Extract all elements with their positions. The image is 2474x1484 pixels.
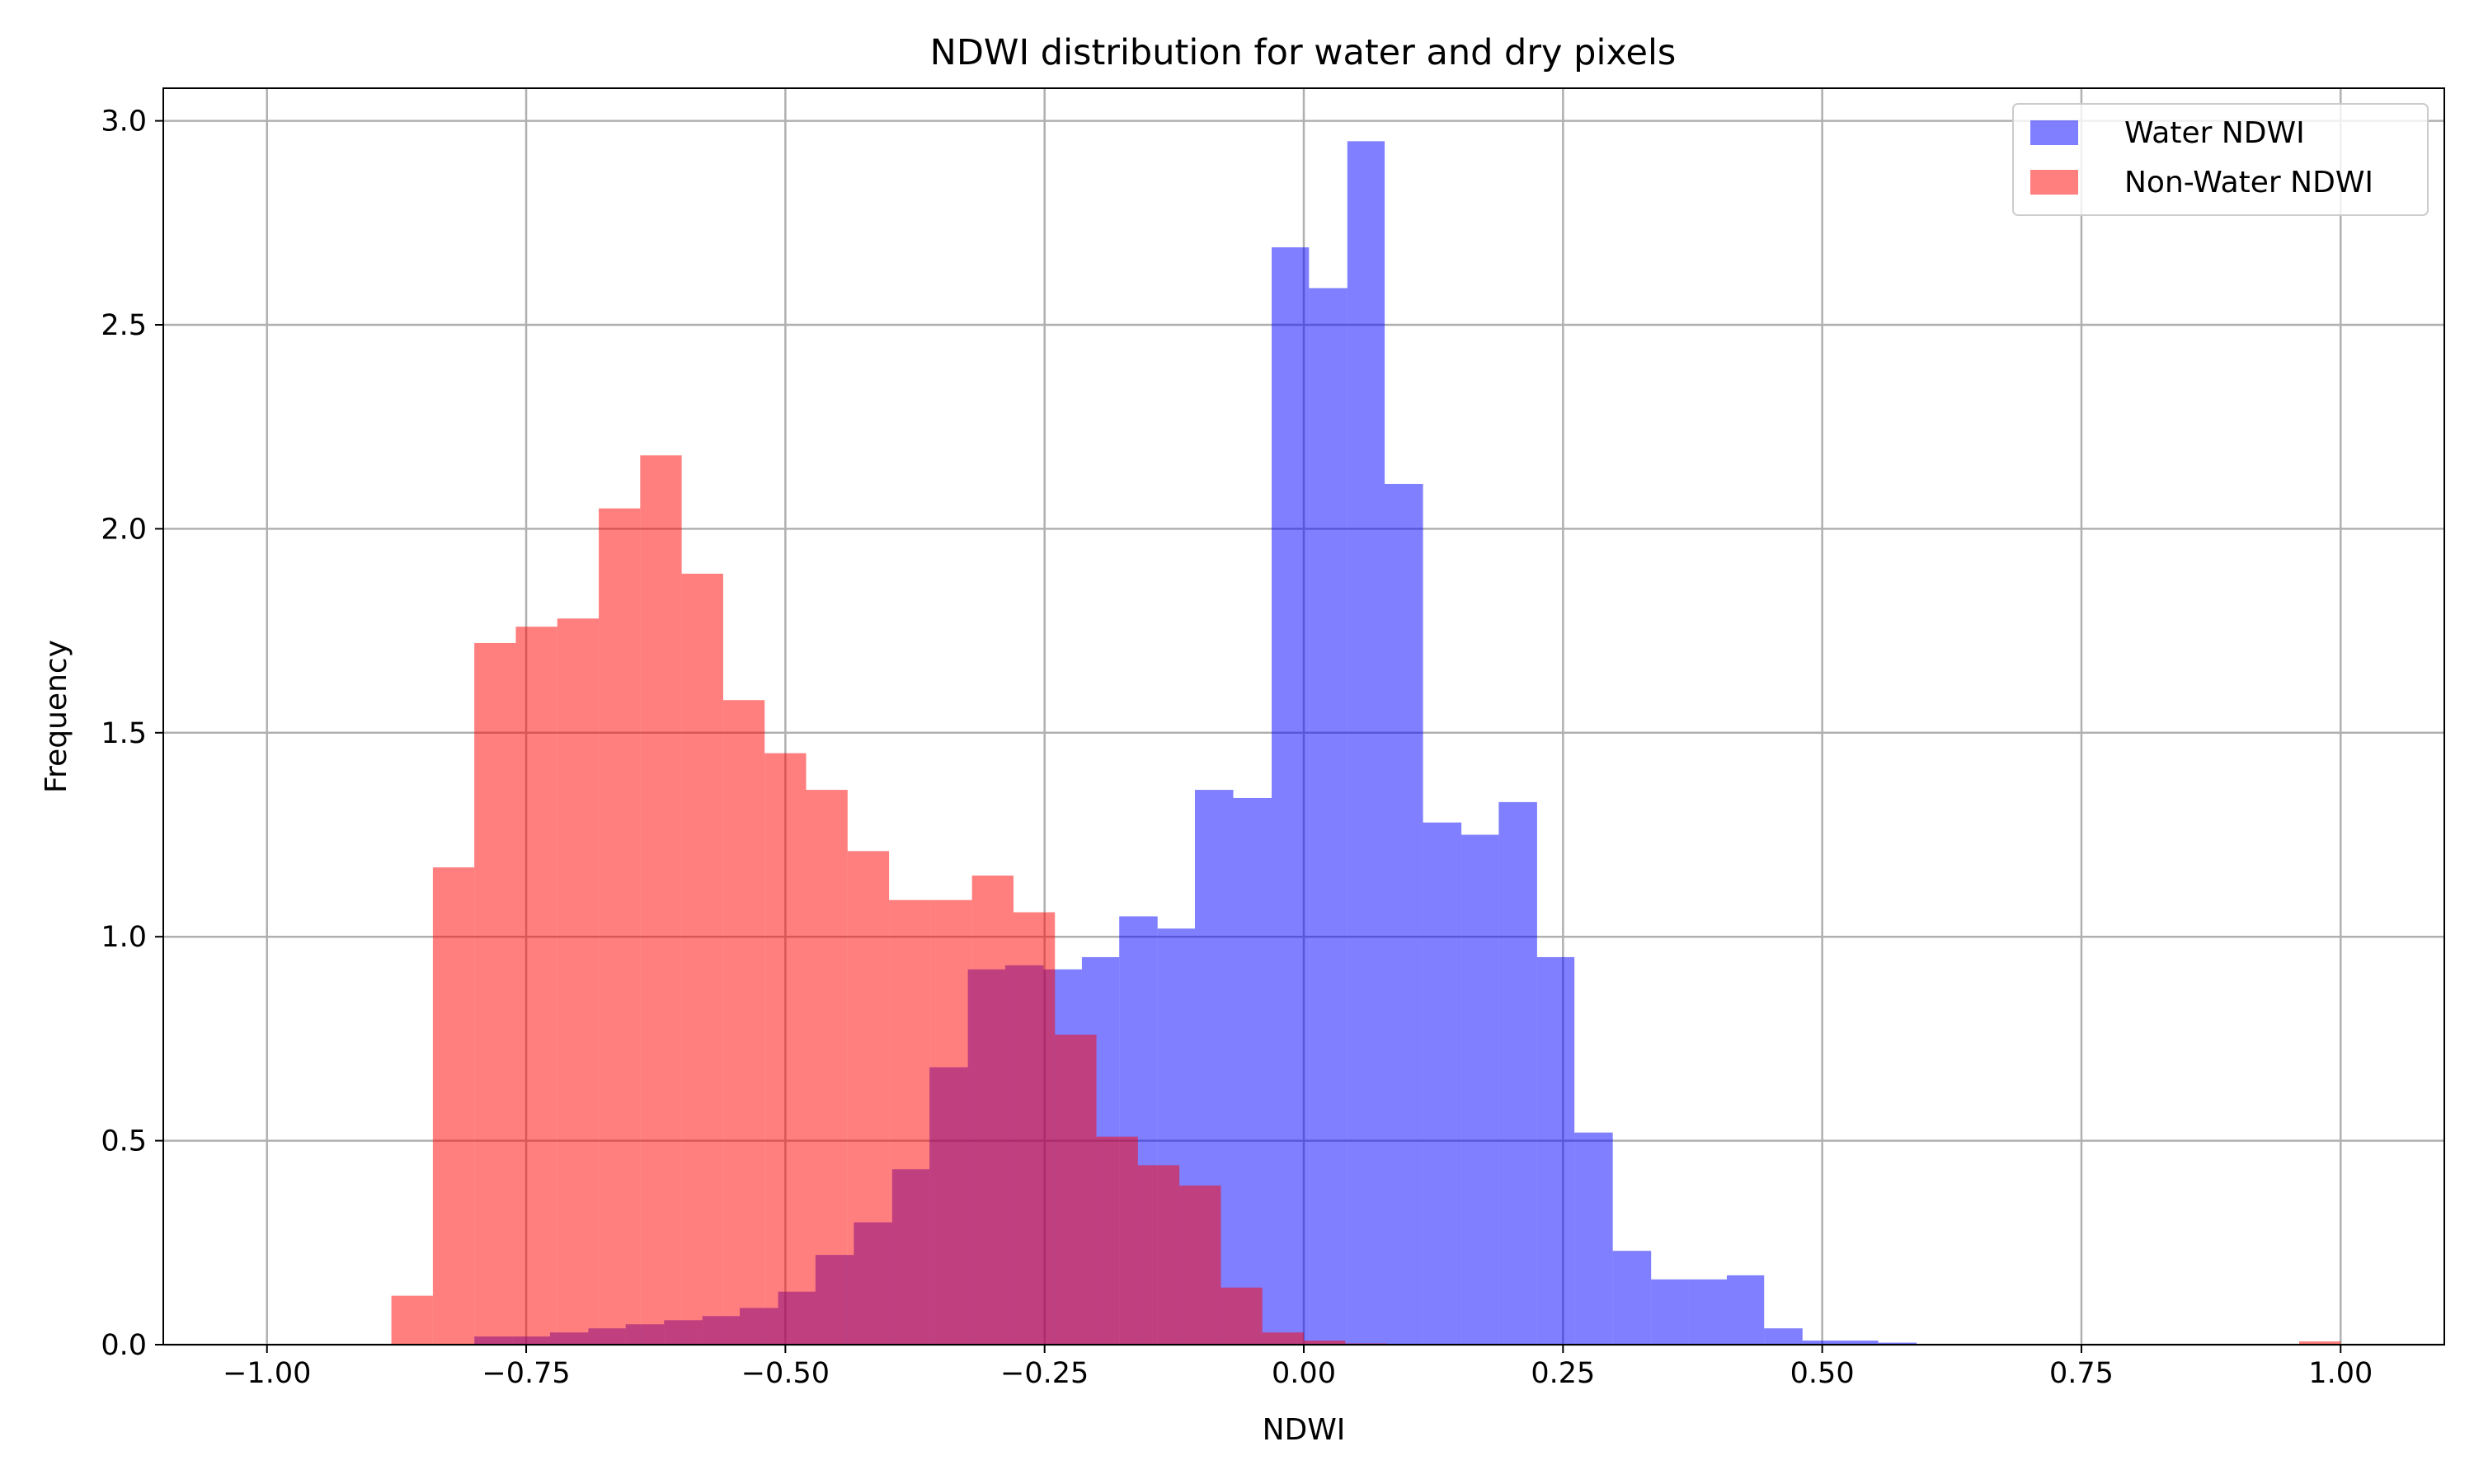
histogram-bar [391, 1295, 433, 1345]
histogram-bar [1221, 1287, 1263, 1345]
x-tick-label: −0.50 [741, 1357, 830, 1390]
histogram-bar [1461, 834, 1499, 1345]
histogram-bar [1726, 1275, 1765, 1345]
histogram-bar [681, 573, 723, 1345]
histogram-bar [515, 627, 557, 1345]
histogram-bar [1423, 822, 1462, 1345]
histogram-bar [889, 899, 931, 1345]
histogram-bar [1262, 1332, 1304, 1345]
histogram-bar [1498, 801, 1537, 1345]
x-tick-label: 0.00 [1272, 1357, 1336, 1390]
chart-title: NDWI distribution for water and dry pixe… [930, 32, 1677, 73]
histogram-bar [806, 790, 848, 1345]
histogram-bar [1651, 1279, 1689, 1345]
legend-box [2012, 103, 2429, 216]
y-tick-label: 3.0 [101, 106, 147, 139]
histogram-bar [1688, 1279, 1727, 1345]
histogram-bars [391, 141, 2341, 1345]
y-tick-label: 1.0 [101, 921, 147, 954]
histogram-bar [557, 618, 600, 1345]
y-tick-label: 0.0 [101, 1329, 147, 1362]
histogram-bar [971, 875, 1014, 1345]
histogram-bar [722, 700, 765, 1345]
histogram-bar [1055, 1034, 1097, 1345]
legend: Water NDWI Non-Water NDWI [2012, 103, 2429, 216]
histogram-bar [1802, 1341, 1841, 1345]
y-axis-label: Frequency [40, 640, 73, 793]
histogram-bar [1179, 1186, 1221, 1345]
histogram-bar [1096, 1136, 1138, 1345]
y-tick-label: 0.5 [101, 1125, 147, 1158]
histogram-bar [1764, 1328, 1803, 1345]
histogram-bar [1137, 1165, 1180, 1345]
histogram-bar [1013, 912, 1056, 1345]
histogram-bar [1612, 1251, 1652, 1345]
histogram-bar [1347, 141, 1385, 1345]
histogram-bar [432, 867, 475, 1345]
legend-label-non-water: Non-Water NDWI [2124, 166, 2373, 200]
histogram-bar [1233, 797, 1272, 1345]
x-tick-label: −1.00 [223, 1357, 311, 1390]
histogram-bar [640, 455, 682, 1345]
histogram-bar [2298, 1341, 2341, 1345]
series-non-water [391, 455, 2341, 1345]
histogram-bar [1272, 247, 1310, 1345]
histogram-bar [1309, 288, 1348, 1345]
histogram-bar [474, 642, 516, 1345]
histogram-bar [1574, 1132, 1613, 1345]
x-tick-label: 0.25 [1531, 1357, 1595, 1390]
legend-label-water: Water NDWI [2124, 116, 2305, 150]
histogram-bar [930, 899, 972, 1345]
x-tick-label: 1.00 [2308, 1357, 2373, 1390]
histogram-bar [1536, 956, 1575, 1345]
histogram-bar [599, 508, 641, 1345]
histogram-bar [1304, 1341, 1346, 1345]
axis-ticks: −1.00 −0.75 −0.50 −0.25 0.00 0.25 0.50 0.75 1.00… [101, 106, 2373, 1390]
histogram-bar [1841, 1341, 1879, 1345]
x-tick-label: −0.75 [482, 1357, 570, 1390]
x-tick-label: −0.25 [1000, 1357, 1089, 1390]
histogram-bar [764, 753, 807, 1345]
legend-swatch-non-water [2030, 170, 2078, 195]
x-tick-label: 0.75 [2049, 1357, 2114, 1390]
histogram-bar [847, 851, 890, 1345]
y-tick-label: 2.0 [101, 513, 147, 546]
y-tick-label: 1.5 [101, 717, 147, 750]
x-tick-label: 0.50 [1790, 1357, 1855, 1390]
y-tick-label: 2.5 [101, 309, 147, 342]
histogram-bar [1385, 483, 1423, 1345]
legend-swatch-water [2030, 120, 2078, 145]
histogram-bar [1878, 1342, 1917, 1345]
x-axis-label: NDWI [1263, 1413, 1346, 1447]
